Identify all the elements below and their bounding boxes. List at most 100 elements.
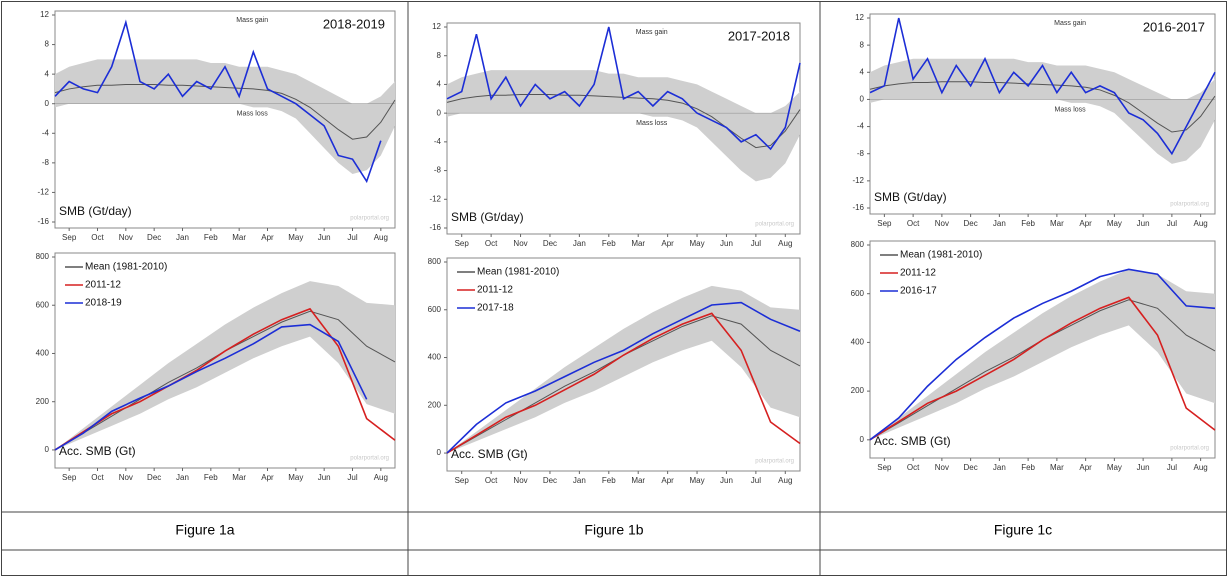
legend-label: Mean (1981-2010)	[477, 267, 559, 278]
x-tick-label: Nov	[119, 473, 133, 482]
x-tick-label: Apr	[1079, 463, 1092, 472]
x-tick-label: Aug	[374, 473, 388, 482]
legend-label: 2011-12	[900, 268, 936, 279]
x-tick-label: Sep	[62, 473, 77, 482]
annotation: Mass loss	[1055, 106, 1087, 113]
y-tick-label: 0	[437, 108, 442, 117]
spread-band	[870, 269, 1215, 440]
x-tick-label: Dec	[964, 219, 978, 228]
y-tick-label: 8	[437, 51, 442, 60]
x-tick-label: Aug	[374, 233, 388, 242]
y-tick-label: 0	[437, 448, 442, 457]
series-line	[446, 301, 801, 454]
x-tick-label: Apr	[261, 473, 274, 482]
y-axis-label: Acc. SMB (Gt)	[451, 447, 528, 461]
x-tick-label: Apr	[661, 239, 674, 248]
y-tick-label: 800	[851, 240, 865, 249]
x-tick-label: Mar	[1050, 219, 1064, 228]
y-tick-label: 4	[860, 67, 865, 76]
y-tick-label: -8	[857, 149, 865, 158]
x-tick-label: Oct	[907, 219, 920, 228]
y-tick-label: -4	[434, 137, 442, 146]
x-tick-label: Aug	[1194, 463, 1208, 472]
y-tick-label: 400	[428, 353, 442, 362]
source: polarportal.org	[755, 459, 794, 465]
y-tick-label: 4	[437, 80, 442, 89]
series-line	[869, 296, 1216, 441]
y-tick-label: 200	[36, 397, 50, 406]
legend-label: 2011-12	[477, 285, 513, 296]
x-tick-label: Aug	[778, 239, 792, 248]
x-tick-label: Feb	[602, 476, 616, 485]
y-tick-label: -12	[37, 188, 49, 197]
chart-title: 2016-2017	[1143, 19, 1205, 34]
x-tick-label: Mar	[232, 473, 246, 482]
y-tick-label: 200	[851, 386, 865, 395]
x-tick-label: May	[1107, 219, 1122, 228]
y-tick-label: 0	[45, 99, 50, 108]
x-tick-label: Nov	[935, 219, 949, 228]
x-tick-label: Sep	[877, 219, 892, 228]
y-tick-label: 12	[40, 10, 49, 19]
annotation: Mass loss	[636, 120, 668, 127]
x-tick-label: Jan	[993, 463, 1006, 472]
x-tick-label: Jan	[176, 473, 189, 482]
y-axis-label: SMB (Gt/day)	[874, 190, 947, 204]
source: polarportal.org	[350, 216, 389, 222]
source: polarportal.org	[1170, 446, 1209, 452]
legend-label: Mean (1981-2010)	[85, 262, 167, 273]
x-tick-label: Feb	[602, 239, 616, 248]
chart-title: 2018-2019	[323, 16, 385, 31]
legend-label: Mean (1981-2010)	[900, 250, 982, 261]
y-tick-label: 200	[428, 400, 442, 409]
y-tick-label: 400	[36, 349, 50, 358]
x-tick-label: Feb	[1021, 219, 1035, 228]
x-tick-label: Sep	[455, 239, 470, 248]
y-tick-label: -4	[42, 128, 50, 137]
series-line	[54, 307, 396, 451]
spread-band	[55, 59, 395, 174]
spread-band	[55, 281, 395, 450]
x-tick-label: Apr	[1079, 219, 1092, 228]
x-tick-label: May	[689, 239, 704, 248]
x-tick-label: Mar	[1050, 463, 1064, 472]
x-tick-label: Jul	[1167, 219, 1177, 228]
y-tick-label: 4	[45, 69, 50, 78]
x-tick-label: Jan	[573, 239, 586, 248]
y-tick-label: 800	[428, 257, 442, 266]
x-tick-label: Jul	[751, 239, 761, 248]
y-tick-label: 600	[36, 300, 50, 309]
y-axis-label: Acc. SMB (Gt)	[59, 444, 136, 458]
legend-label: 2016-17	[900, 286, 937, 297]
spread-band	[447, 285, 800, 454]
chart: -16 -12 -8 -4 0 4 8 12 Sep Oct Nov Dec Jan Feb Mar Apr M…	[429, 22, 801, 248]
series-line	[869, 268, 1216, 441]
series-line	[54, 323, 368, 451]
spread-band	[447, 70, 800, 182]
x-tick-label: Dec	[147, 233, 161, 242]
series-line	[869, 17, 1216, 156]
y-tick-label: -16	[852, 203, 864, 212]
x-tick-label: Oct	[91, 233, 104, 242]
y-tick-label: 0	[860, 435, 865, 444]
x-tick-label: Jan	[993, 219, 1006, 228]
x-tick-label: Feb	[204, 473, 218, 482]
y-tick-label: 0	[860, 95, 865, 104]
x-tick-label: May	[689, 476, 704, 485]
x-tick-label: May	[1107, 463, 1122, 472]
x-tick-label: Mar	[232, 233, 246, 242]
chart: -16 -12 -8 -4 0 4 8 12 Sep Oct Nov Dec Jan Feb Mar Apr M…	[852, 13, 1216, 228]
x-tick-label: Jul	[347, 473, 357, 482]
series-line	[54, 19, 382, 184]
x-tick-label: Aug	[778, 476, 792, 485]
x-tick-label: Mar	[631, 239, 645, 248]
x-tick-label: Sep	[62, 233, 77, 242]
x-tick-label: Jul	[751, 476, 761, 485]
y-tick-label: 400	[851, 338, 865, 347]
y-axis-label: Acc. SMB (Gt)	[874, 434, 951, 448]
chart: 0 200 400 600 800 Sep Oct Nov Dec Jan Feb Mar Apr May…	[851, 240, 1216, 472]
legend-label: 2018-19	[85, 298, 122, 309]
source: polarportal.org	[755, 222, 794, 228]
